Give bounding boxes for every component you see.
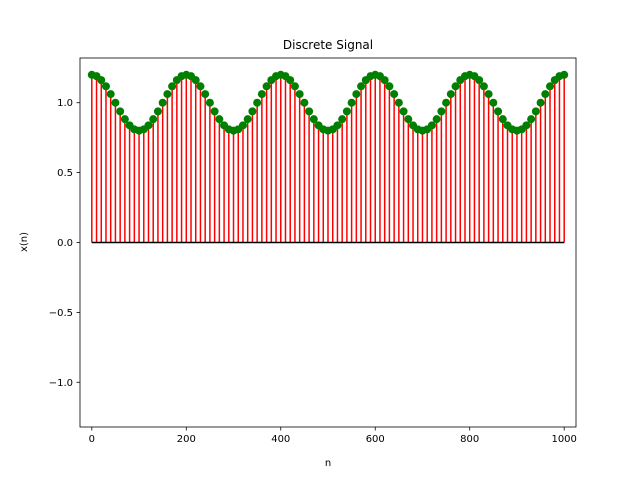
stem-marker [333, 121, 342, 130]
stem-marker [451, 82, 460, 91]
stem-marker [149, 115, 158, 124]
stem-marker [494, 107, 503, 116]
stem-marker [479, 82, 488, 91]
axes: 0 200 400 600 800 1000 −1.0 −0.5 0.0 0.5 1.0 [49, 57, 577, 445]
stem-marker [404, 115, 413, 124]
stem-marker [432, 115, 441, 124]
stem-markers [87, 70, 569, 135]
stem-marker [168, 82, 177, 91]
stem-marker [248, 107, 257, 116]
stem-marker [342, 107, 351, 116]
stem-marker [489, 98, 498, 107]
stem-marker [290, 82, 299, 91]
stem-marker [262, 82, 271, 91]
x-tick-label: 600 [366, 434, 385, 445]
y-tick-label: −1.0 [49, 378, 73, 389]
stem-marker [196, 82, 205, 91]
stem-marker [546, 82, 555, 91]
stem-marker [253, 98, 262, 107]
x-tick-label: 800 [460, 434, 479, 445]
stem-marker [446, 90, 455, 99]
stem-marker [399, 107, 408, 116]
stem-marker [357, 82, 366, 91]
stem-marker [536, 98, 545, 107]
x-tick-label: 400 [271, 434, 290, 445]
stem-marker [560, 70, 569, 79]
plot-area [87, 70, 569, 244]
stem-marker [153, 107, 162, 116]
stem-marker [106, 90, 115, 99]
stem-marker [163, 90, 172, 99]
stem-marker [120, 115, 129, 124]
stem-marker [210, 107, 219, 116]
y-tick-label: 0.5 [57, 168, 73, 179]
stem-marker [215, 115, 224, 124]
stem-marker [158, 98, 167, 107]
stem-marker [347, 98, 356, 107]
x-axis-title: n [325, 458, 331, 469]
stem-marker [300, 98, 309, 107]
stem-marker [286, 76, 295, 85]
stem-marker [205, 98, 214, 107]
stem-lines [91, 74, 565, 243]
stem-marker [437, 107, 446, 116]
stem-marker [257, 90, 266, 99]
stem-marker [309, 115, 318, 124]
x-tick-label: 200 [177, 434, 196, 445]
stem-marker [101, 82, 110, 91]
stem-marker [394, 98, 403, 107]
stem-marker [191, 76, 200, 85]
stem-marker [238, 121, 247, 130]
stem-marker [201, 90, 210, 99]
stem-marker [295, 90, 304, 99]
stem-marker [531, 107, 540, 116]
chart-title: Discrete Signal [283, 38, 373, 52]
stem-marker [380, 76, 389, 85]
stem-marker [243, 115, 252, 124]
stem-marker [385, 82, 394, 91]
stem-marker [390, 90, 399, 99]
stem-marker [97, 76, 106, 85]
stem-marker [338, 115, 347, 124]
y-tick-label: −0.5 [49, 308, 73, 319]
stem-marker [498, 115, 507, 124]
stem-marker [527, 115, 536, 124]
y-tick-label: 0.0 [57, 238, 73, 249]
stem-marker [305, 107, 314, 116]
y-tick-label: 1.0 [57, 98, 73, 109]
x-tick-label: 0 [89, 434, 95, 445]
stem-marker [484, 90, 493, 99]
stem-marker [427, 121, 436, 130]
stem-marker [442, 98, 451, 107]
stem-marker [475, 76, 484, 85]
x-tick-label: 1000 [551, 434, 576, 445]
stem-marker [522, 121, 531, 130]
stem-marker [111, 98, 120, 107]
y-axis-title: x(n) [19, 232, 30, 252]
stem-marker [144, 121, 153, 130]
stem-marker [116, 107, 125, 116]
stem-marker [541, 90, 550, 99]
stem-marker [352, 90, 361, 99]
